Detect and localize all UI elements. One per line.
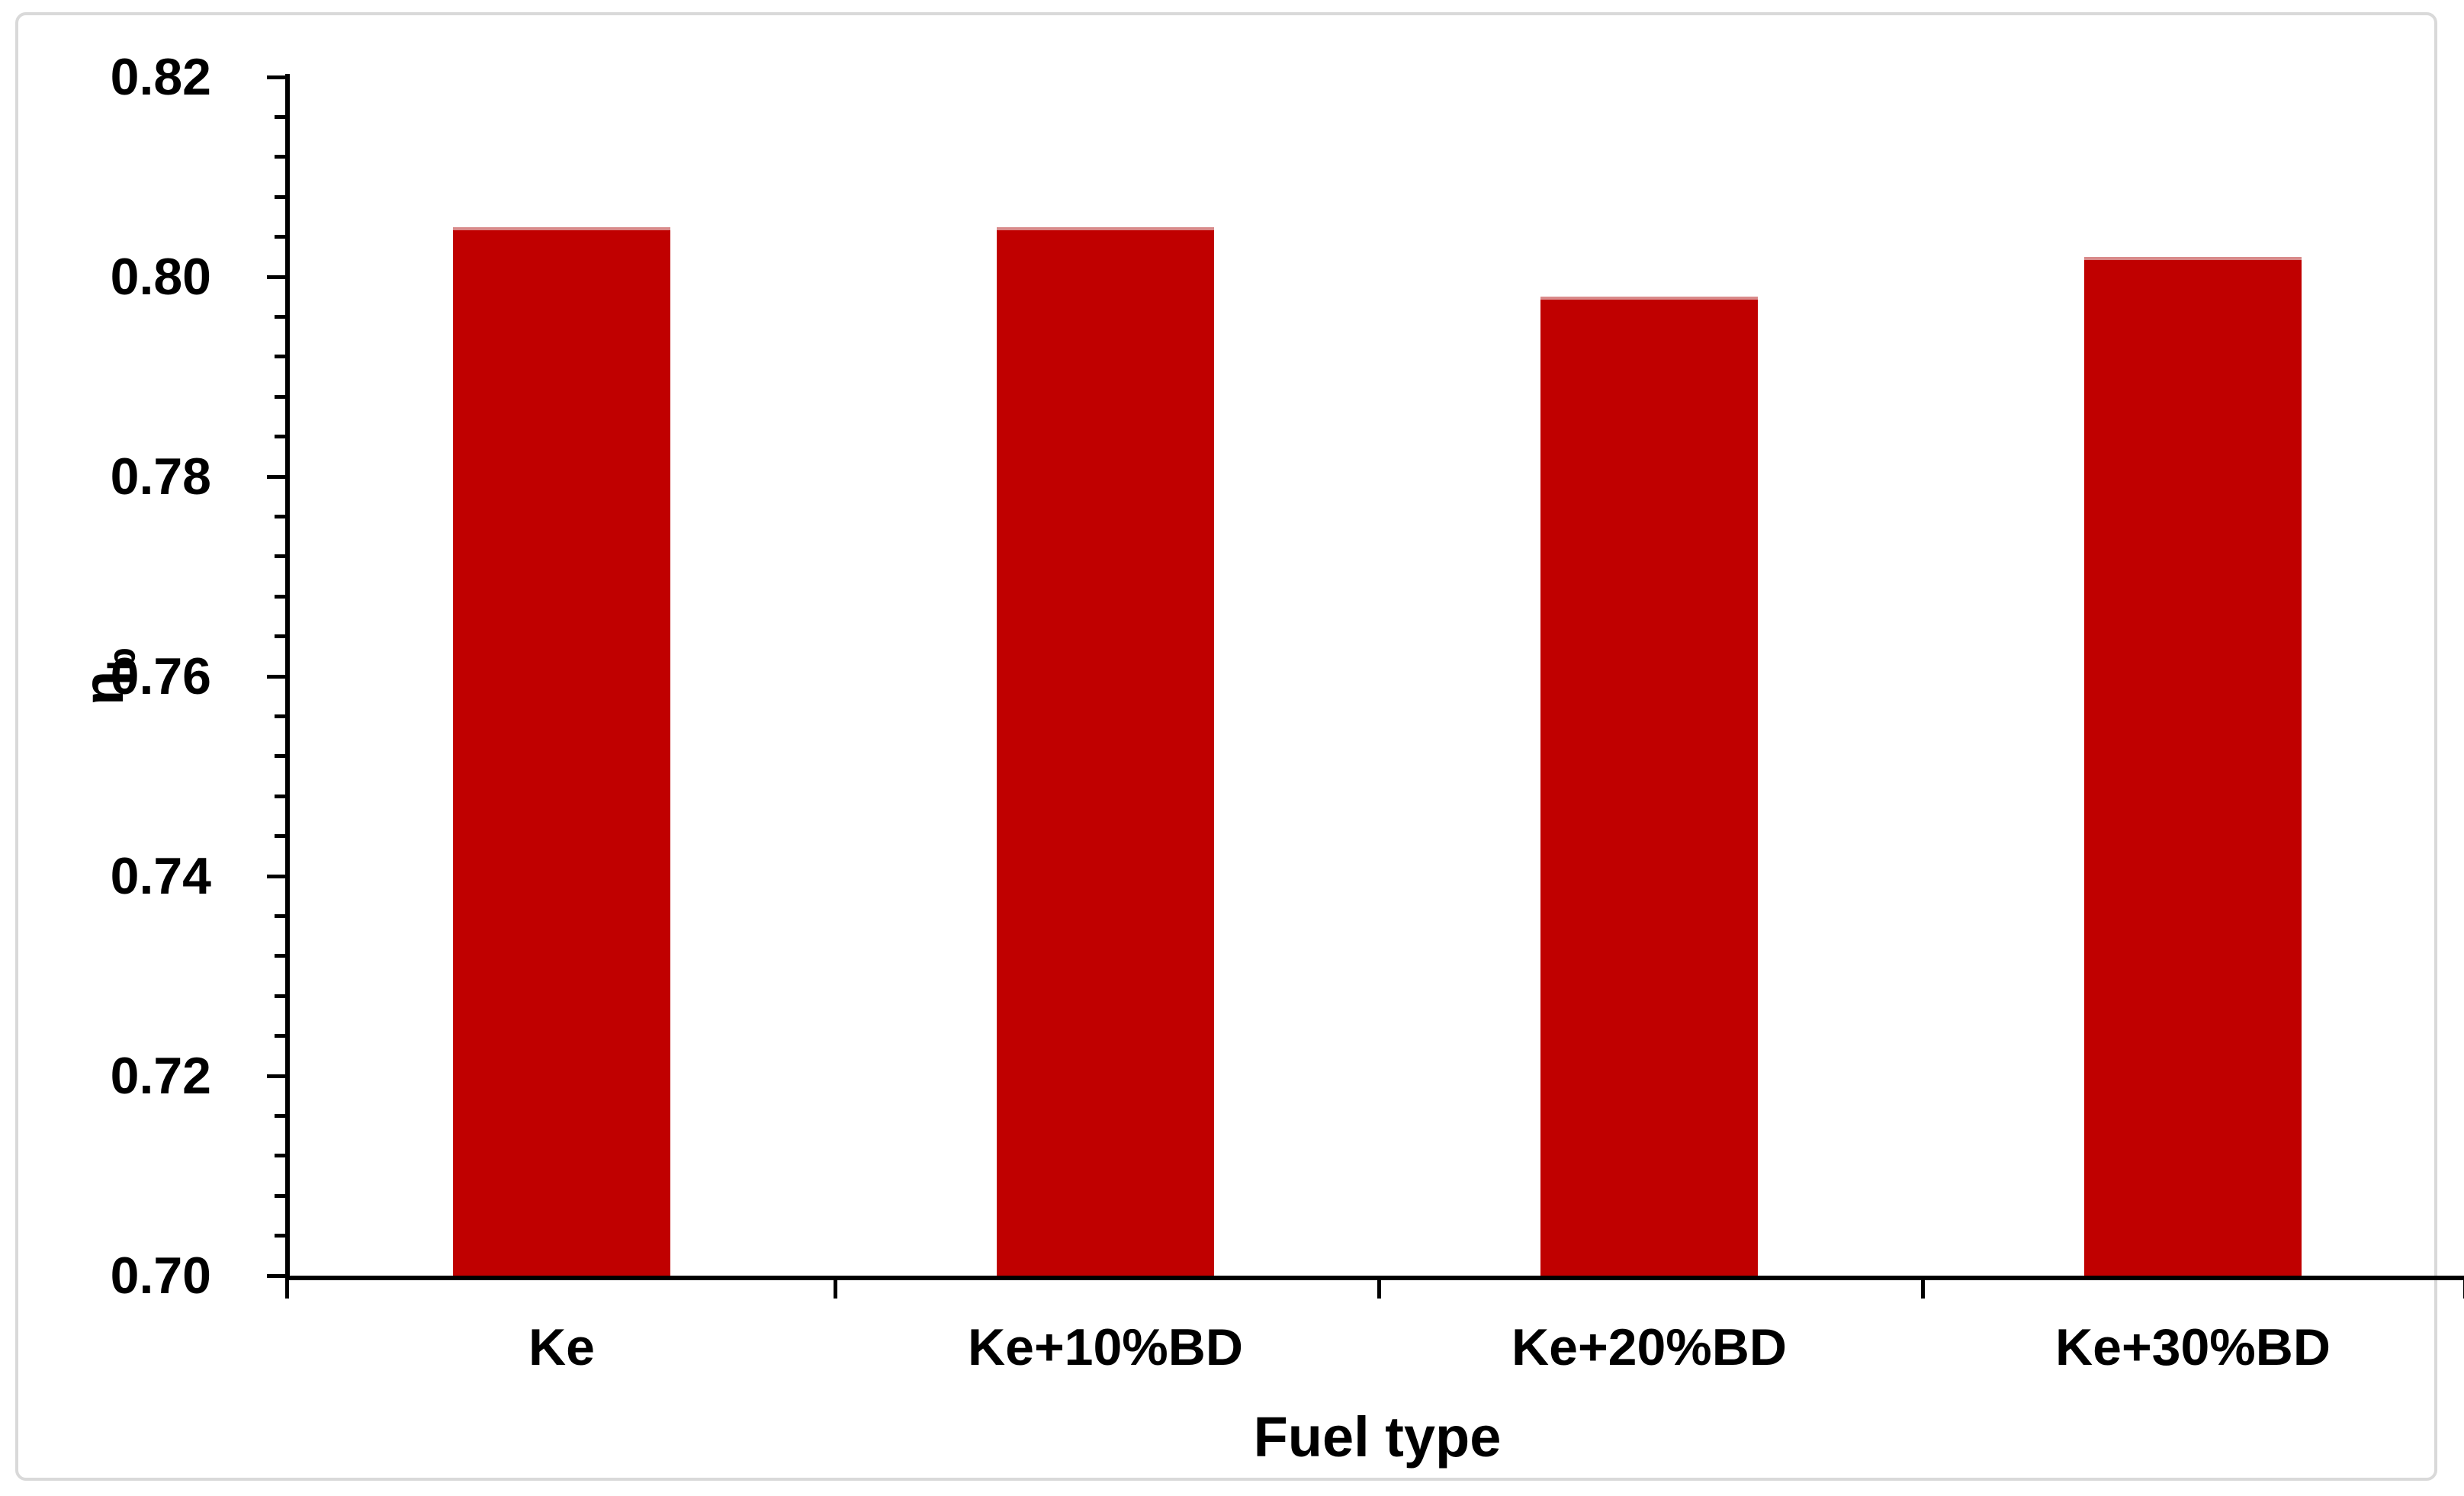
bar-ke-10-bd	[996, 226, 1215, 1276]
bar-ke	[452, 226, 671, 1276]
y-axis-title: ηb	[72, 647, 143, 705]
bar-ke-20-bd	[1540, 297, 1759, 1276]
y-major-tick	[267, 1074, 285, 1078]
y-tick-label-0.80: 0.80	[110, 248, 211, 306]
figure-border: 0.70 0.72 0.74 0.76 0.78 0.80 0.82 Ke Ke+10%BD K…	[15, 12, 2464, 1481]
y-minor-tick	[275, 194, 285, 199]
y-major-tick	[267, 1273, 285, 1278]
y-minor-tick	[275, 754, 285, 759]
y-major-tick	[267, 75, 285, 79]
y-axis-title-subscript: b	[99, 647, 143, 671]
y-tick-label-0.72: 0.72	[110, 1047, 211, 1105]
x-boundary-tick	[1921, 1280, 1925, 1299]
y-minor-tick	[275, 954, 285, 958]
y-minor-tick	[275, 714, 285, 718]
x-category-label-ke-20-bd: Ke+20%BD	[1511, 1318, 1787, 1376]
y-axis-title-main: η	[72, 670, 135, 705]
x-axis-title: Fuel type	[1253, 1405, 1502, 1469]
y-minor-tick	[275, 314, 285, 319]
y-minor-tick	[275, 994, 285, 998]
x-boundary-tick	[1377, 1280, 1381, 1299]
y-major-tick	[267, 274, 285, 279]
y-minor-tick	[275, 355, 285, 359]
y-tick-label-0.74: 0.74	[110, 847, 211, 905]
y-minor-tick	[275, 634, 285, 639]
y-major-tick	[267, 674, 285, 679]
plot-area: 0.70 0.72 0.74 0.76 0.78 0.80 0.82 Ke Ke+10%BD K…	[18, 15, 2464, 1478]
y-minor-tick	[275, 235, 285, 239]
x-axis-line	[285, 1276, 2464, 1280]
y-minor-tick	[275, 114, 285, 119]
y-minor-tick	[275, 394, 285, 399]
y-major-tick	[267, 874, 285, 878]
y-tick-label-0.70: 0.70	[110, 1247, 211, 1305]
y-minor-tick	[275, 1113, 285, 1118]
y-minor-tick	[275, 155, 285, 159]
y-minor-tick	[275, 834, 285, 839]
y-tick-label-0.76: 0.76	[110, 647, 211, 705]
x-category-label-ke: Ke	[528, 1318, 595, 1376]
y-minor-tick	[275, 1154, 285, 1158]
x-boundary-tick	[285, 1280, 289, 1299]
y-minor-tick	[275, 514, 285, 518]
y-minor-tick	[275, 1034, 285, 1039]
bar-ke-30-bd	[2083, 256, 2302, 1276]
y-minor-tick	[275, 1234, 285, 1238]
y-axis-line	[285, 74, 290, 1276]
y-tick-label-0.78: 0.78	[110, 448, 211, 506]
y-minor-tick	[275, 794, 285, 798]
y-minor-tick	[275, 1193, 285, 1198]
x-category-label-ke-10-bd: Ke+10%BD	[968, 1318, 1243, 1376]
y-minor-tick	[275, 435, 285, 439]
y-minor-tick	[275, 594, 285, 599]
y-minor-tick	[275, 554, 285, 559]
y-tick-label-0.82: 0.82	[110, 48, 211, 106]
x-boundary-tick	[834, 1280, 837, 1299]
y-minor-tick	[275, 913, 285, 918]
y-major-tick	[267, 474, 285, 479]
x-category-label-ke-30-bd: Ke+30%BD	[2055, 1318, 2331, 1376]
